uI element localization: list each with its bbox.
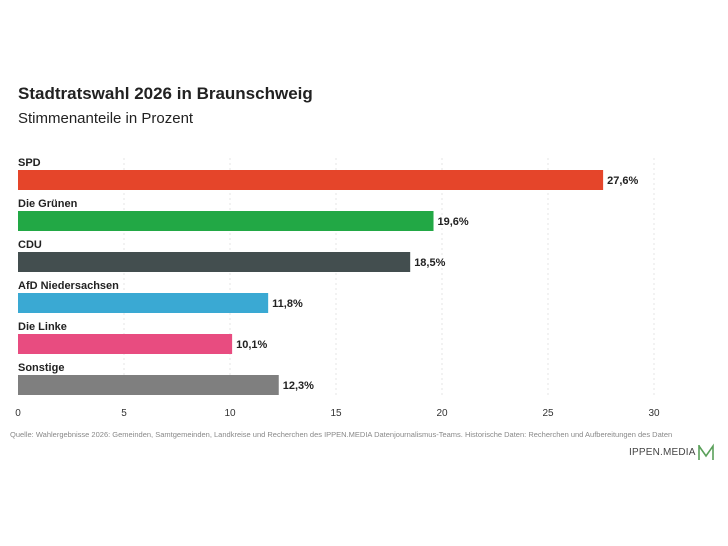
logo-m-icon: [697, 443, 714, 460]
bar: [18, 375, 279, 395]
category-label: SPD: [18, 157, 41, 169]
bar: [18, 334, 233, 354]
chart-title: Stadtratswahl 2026 in Braunschweig: [18, 84, 313, 103]
x-tick-label: 0: [15, 408, 21, 419]
chart-subtitle: Stimmenanteile in Prozent: [18, 110, 194, 127]
x-axis: 0 5 10 15 20 25 30: [15, 408, 660, 419]
x-tick-label: 20: [436, 408, 448, 419]
x-tick-label: 5: [121, 408, 127, 419]
data-label: 10,1%: [236, 339, 267, 351]
bar: [18, 293, 269, 313]
bar: [18, 211, 434, 231]
bar: [18, 252, 411, 272]
bar: [18, 170, 604, 190]
x-tick-label: 25: [542, 408, 554, 419]
x-tick-label: 15: [330, 408, 342, 419]
bars: SPD 27,6% Die Grünen 19,6% CDU 18,5% AfD Niede…: [18, 157, 639, 395]
data-label: 18,5%: [414, 257, 445, 269]
logo-text: IPPEN.MEDIA: [629, 446, 696, 458]
data-label: 12,3%: [283, 380, 314, 392]
category-label: CDU: [18, 239, 42, 251]
publisher-logo: IPPEN.MEDIA: [629, 442, 716, 462]
source-note: Quelle: Wahlergebnisse 2026: Gemeinden, …: [10, 430, 673, 439]
category-label: AfD Niedersachsen: [18, 280, 119, 292]
x-tick-label: 30: [648, 408, 660, 419]
data-label: 11,8%: [272, 298, 303, 310]
x-tick-label: 10: [224, 408, 236, 419]
data-label: 27,6%: [607, 175, 638, 187]
grid-lines: [123, 158, 655, 398]
category-label: Die Linke: [18, 321, 67, 333]
category-label: Sonstige: [18, 362, 64, 374]
category-label: Die Grünen: [18, 198, 78, 210]
data-label: 19,6%: [438, 216, 469, 228]
